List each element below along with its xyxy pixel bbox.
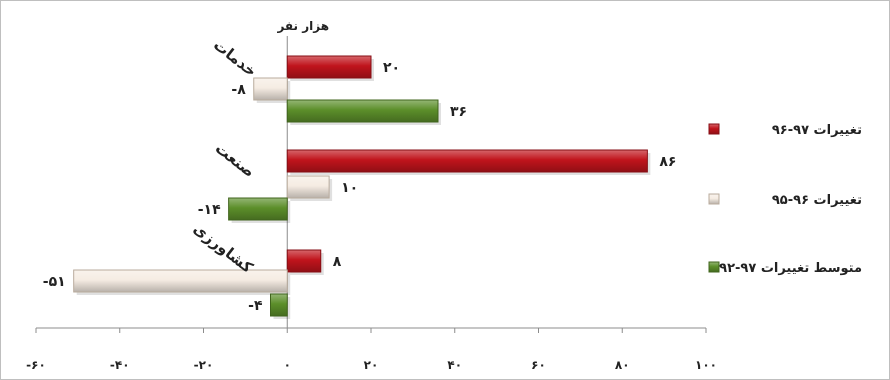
legend-swatch [708,123,720,135]
legend-label: تغییرات ۹۷-۹۶ [772,123,862,138]
data-label: ۳۶ [450,104,467,120]
data-label: -۵۱ [43,274,66,290]
bar [286,99,439,123]
bar [286,149,648,173]
category-label: کشاورزی [190,219,256,276]
data-label: -۸ [231,82,246,98]
bar [286,175,330,199]
legend-swatch [708,193,720,205]
unit-label: هزار نفر [276,19,329,33]
data-label: -۴ [248,298,263,314]
x-tick-label: ۲۰ [364,358,379,372]
x-tick-label: ۰ [284,358,291,372]
x-tick-label: ۱۰۰ [695,358,717,372]
bar [270,293,288,317]
x-tick-label: ۸۰ [615,358,630,372]
data-label: -۱۴ [198,202,221,218]
data-label: ۸۶ [659,154,676,170]
bar [228,197,288,221]
x-tick-label: ۴۰ [447,358,462,372]
category-label: صنعت [212,139,259,181]
data-label: ۲۰ [383,60,400,76]
bar [253,77,288,101]
bar [286,55,372,79]
legend-label: متوسط تغییرات ۹۷-۹۲ [719,261,862,276]
legend-swatch [708,261,720,273]
bar [73,269,288,293]
x-tick-label: ۶۰ [531,358,546,372]
x-tick-label: -۶۰ [26,358,46,372]
category-label: خدمات [210,36,260,81]
data-label: ۱۰ [341,180,358,196]
legend-label: تغییرات ۹۶-۹۵ [772,193,862,208]
x-tick-label: -۴۰ [110,358,130,372]
data-label: ۸ [333,254,342,270]
x-tick-label: -۲۰ [194,358,214,372]
bar [286,249,322,273]
